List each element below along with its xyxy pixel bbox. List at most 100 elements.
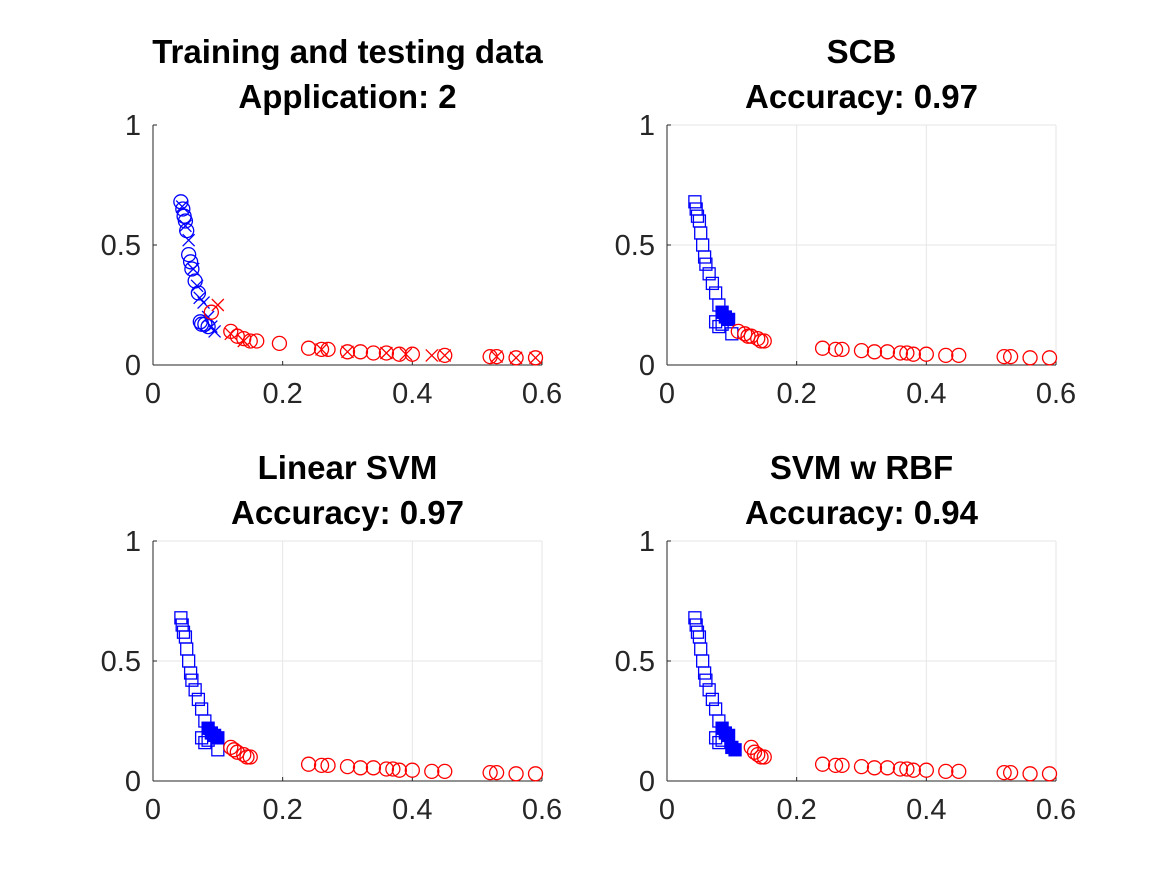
data-point (753, 749, 769, 765)
data-point (320, 757, 336, 774)
data-point (879, 760, 896, 776)
data-point (424, 763, 440, 780)
y-tick-label: 0 (125, 766, 141, 798)
y-tick-label: 0 (639, 766, 655, 798)
data-point (1041, 766, 1058, 782)
data-point (699, 673, 713, 687)
data-point (899, 761, 915, 777)
data-point (853, 758, 870, 775)
data-point (827, 757, 844, 774)
y-tick-label: 1 (639, 110, 655, 142)
data-point (174, 611, 188, 625)
data-point (853, 342, 870, 359)
data-point (249, 333, 265, 349)
data-point (743, 328, 759, 344)
data-point (756, 333, 772, 349)
x-tick-label: 0 (145, 378, 161, 410)
data-point (186, 262, 200, 276)
data-point (385, 761, 401, 777)
data-point (694, 226, 708, 240)
data-point (750, 746, 766, 763)
data-point (892, 761, 909, 777)
series-3 (743, 739, 1058, 782)
data-point (814, 756, 831, 772)
data-point (899, 345, 915, 361)
y-tick-label: 1 (125, 526, 141, 558)
data-point (905, 346, 922, 362)
data-point (740, 328, 756, 344)
data-point (490, 350, 504, 364)
data-point (237, 334, 251, 348)
x-tick-label: 0 (659, 378, 675, 410)
data-point (313, 757, 330, 774)
data-point (1002, 348, 1019, 365)
data-point (175, 200, 189, 214)
data-point (1022, 350, 1038, 366)
data-point (226, 742, 242, 758)
series-4 (211, 298, 542, 365)
series-3 (223, 739, 544, 782)
data-point (938, 347, 954, 364)
data-point (705, 276, 720, 291)
data-point (425, 348, 439, 362)
data-point (391, 346, 408, 362)
data-point (437, 347, 453, 364)
data-point (508, 766, 524, 782)
chart-title-line-1: Training and testing data (152, 33, 543, 70)
chart-title-line-2: Accuracy: 0.97 (745, 78, 978, 115)
data-point (391, 762, 408, 778)
data-point (365, 345, 382, 361)
data-point (938, 763, 954, 780)
data-point (182, 233, 196, 247)
data-point (996, 348, 1012, 365)
data-point (300, 756, 317, 772)
data-point (177, 213, 194, 229)
data-point (197, 316, 213, 332)
x-tick-label: 0.2 (263, 378, 303, 410)
data-point (181, 246, 197, 263)
data-point (482, 764, 498, 781)
data-point (365, 760, 382, 776)
subplot-2: 0 0.2 0.4 0.6 0 0.5 1 SCB Accuracy: 0.97 (615, 33, 1076, 410)
subplot-4: 0 0.2 0.4 0.6 0 0.5 1 SVM w RBF Accuracy: 0.94 (615, 449, 1076, 826)
data-point (182, 254, 199, 270)
data-point (352, 344, 369, 360)
data-point (753, 333, 769, 349)
data-point (178, 219, 192, 233)
data-point (352, 760, 369, 776)
x-tick-label: 0.4 (392, 378, 432, 410)
chart-title-line-1: SCB (827, 33, 897, 70)
data-point (834, 757, 850, 774)
y-tick-label: 0 (125, 350, 141, 382)
data-point (211, 298, 225, 312)
chart-title-line-2: Application: 2 (238, 78, 456, 115)
data-point (183, 666, 198, 680)
data-point (699, 257, 713, 271)
data-point (179, 222, 195, 239)
y-tick-label: 0.5 (101, 646, 141, 678)
series-2 (175, 200, 222, 338)
chart-title-line-2: Accuracy: 0.94 (745, 494, 979, 531)
data-point (527, 766, 544, 782)
data-point (918, 346, 934, 362)
chart-title-line-1: Linear SVM (258, 449, 438, 486)
x-tick-label: 0.6 (522, 794, 562, 826)
data-point (191, 692, 206, 707)
data-point (378, 761, 395, 777)
data-point (339, 344, 356, 360)
data-point (690, 209, 705, 223)
data-point (341, 345, 354, 359)
x-tick-label: 0.2 (263, 794, 303, 826)
x-tick-label: 0.2 (777, 378, 817, 410)
data-point (438, 348, 452, 362)
data-point (827, 341, 844, 358)
data-point (529, 351, 542, 365)
data-point (242, 749, 258, 765)
data-point (690, 625, 705, 639)
data-point (996, 764, 1012, 781)
series-2 (715, 721, 742, 757)
x-tick-label: 0.6 (1036, 794, 1076, 826)
series-2 (201, 721, 225, 745)
